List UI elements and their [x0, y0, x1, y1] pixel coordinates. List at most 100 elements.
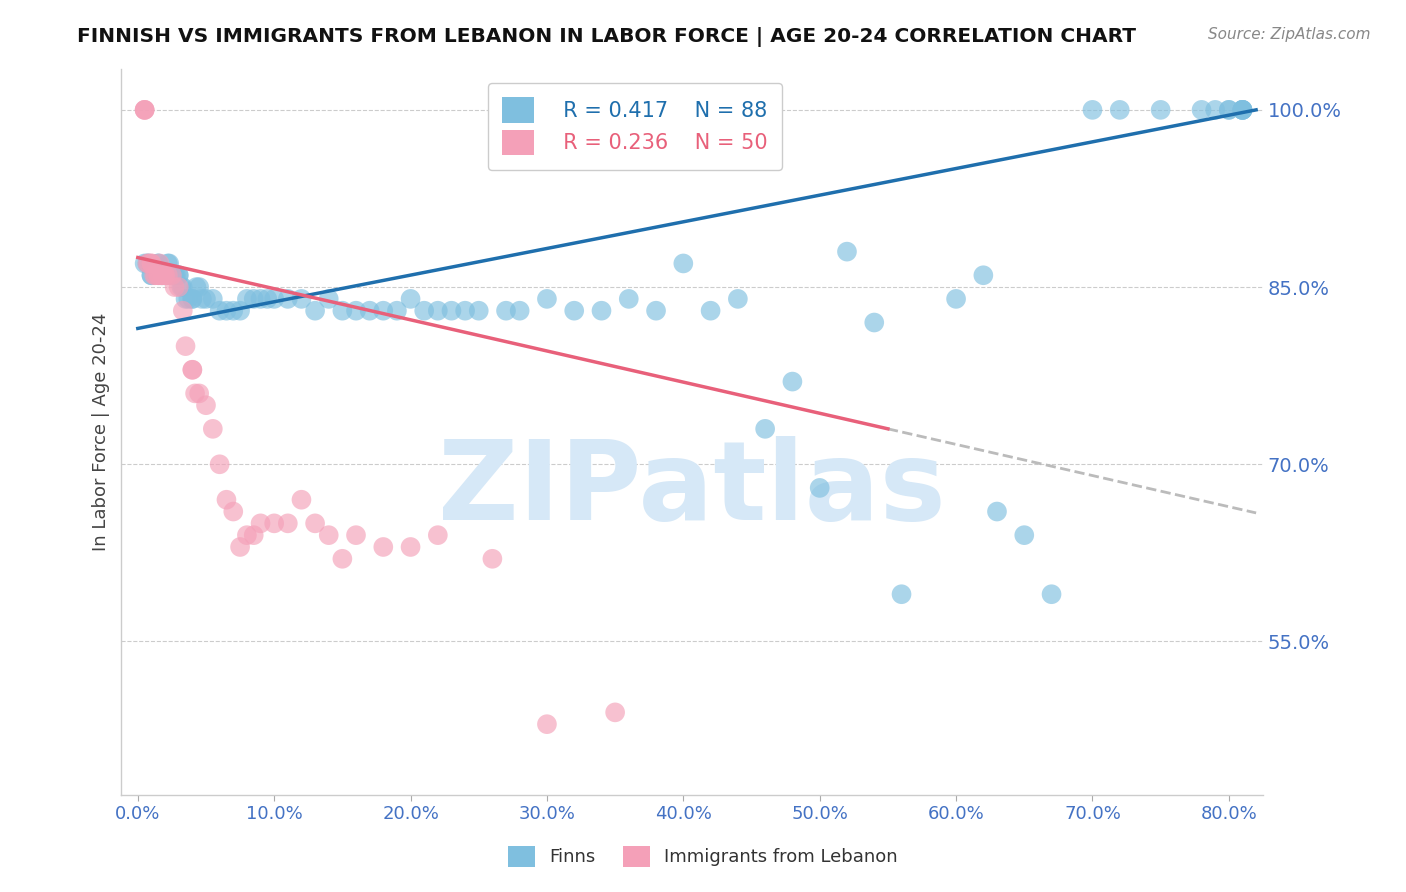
Point: [1232, 103, 1254, 117]
Point: [495, 303, 517, 318]
Point: [181, 363, 204, 377]
Point: [160, 268, 183, 283]
Point: [186, 280, 208, 294]
Point: [672, 256, 695, 270]
Point: [160, 268, 183, 283]
Point: [136, 256, 159, 270]
Point: [426, 303, 449, 318]
Point: [509, 303, 531, 318]
Point: [263, 516, 285, 531]
Point: [835, 244, 858, 259]
Point: [174, 339, 197, 353]
Point: [152, 268, 174, 283]
Point: [399, 292, 422, 306]
Point: [290, 292, 312, 306]
Point: [148, 268, 170, 283]
Point: [134, 103, 156, 117]
Point: [172, 280, 194, 294]
Point: [754, 422, 776, 436]
Point: [167, 280, 190, 294]
Point: [148, 268, 170, 283]
Point: [177, 292, 200, 306]
Point: [134, 256, 156, 270]
Point: [945, 292, 967, 306]
Point: [249, 292, 271, 306]
Point: [181, 363, 204, 377]
Point: [201, 422, 224, 436]
Point: [385, 303, 408, 318]
Point: [150, 268, 173, 283]
Point: [222, 504, 245, 518]
Point: [454, 303, 477, 318]
Point: [208, 303, 231, 318]
Point: [1149, 103, 1171, 117]
Point: [229, 540, 252, 554]
Point: [156, 256, 179, 270]
Text: Source: ZipAtlas.com: Source: ZipAtlas.com: [1208, 27, 1371, 42]
Point: [1232, 103, 1254, 117]
Text: ZIPatlas: ZIPatlas: [439, 436, 946, 543]
Point: [181, 292, 204, 306]
Point: [699, 303, 721, 318]
Point: [141, 268, 163, 283]
Point: [163, 268, 186, 283]
Point: [195, 398, 218, 412]
Point: [986, 504, 1008, 518]
Point: [890, 587, 912, 601]
Point: [359, 303, 381, 318]
Point: [201, 292, 224, 306]
Point: [256, 292, 278, 306]
Point: [277, 516, 299, 531]
Point: [1040, 587, 1063, 601]
Point: [344, 528, 367, 542]
Point: [263, 292, 285, 306]
Point: [318, 528, 340, 542]
Point: [150, 268, 173, 283]
Point: [277, 292, 299, 306]
Point: [156, 268, 179, 283]
Point: [167, 268, 190, 283]
Point: [188, 280, 211, 294]
Point: [332, 551, 354, 566]
Point: [167, 268, 190, 283]
Point: [141, 256, 163, 270]
Point: [172, 303, 194, 318]
Point: [536, 292, 558, 306]
Point: [645, 303, 668, 318]
Legend:   R = 0.417    N = 88,   R = 0.236    N = 50: R = 0.417 N = 88, R = 0.236 N = 50: [488, 83, 783, 169]
Point: [863, 316, 886, 330]
Point: [165, 268, 187, 283]
Point: [153, 268, 176, 283]
Point: [149, 256, 172, 270]
Point: [318, 292, 340, 306]
Point: [229, 303, 252, 318]
Point: [134, 103, 156, 117]
Point: [1232, 103, 1254, 117]
Point: [972, 268, 994, 283]
Point: [153, 268, 176, 283]
Point: [141, 256, 163, 270]
Point: [153, 268, 176, 283]
Y-axis label: In Labor Force | Age 20-24: In Labor Force | Age 20-24: [93, 312, 110, 551]
Point: [344, 303, 367, 318]
Point: [1218, 103, 1240, 117]
Point: [150, 268, 173, 283]
Point: [1204, 103, 1226, 117]
Point: [136, 256, 159, 270]
Point: [138, 256, 160, 270]
Point: [181, 292, 204, 306]
Point: [1012, 528, 1035, 542]
Point: [536, 717, 558, 731]
Point: [290, 492, 312, 507]
Point: [1081, 103, 1104, 117]
Point: [236, 292, 259, 306]
Legend: Finns, Immigrants from Lebanon: Finns, Immigrants from Lebanon: [501, 838, 905, 874]
Point: [481, 551, 503, 566]
Point: [399, 540, 422, 554]
Point: [373, 540, 395, 554]
Point: [1218, 103, 1240, 117]
Point: [145, 268, 167, 283]
Point: [184, 386, 207, 401]
Point: [373, 303, 395, 318]
Point: [605, 706, 627, 720]
